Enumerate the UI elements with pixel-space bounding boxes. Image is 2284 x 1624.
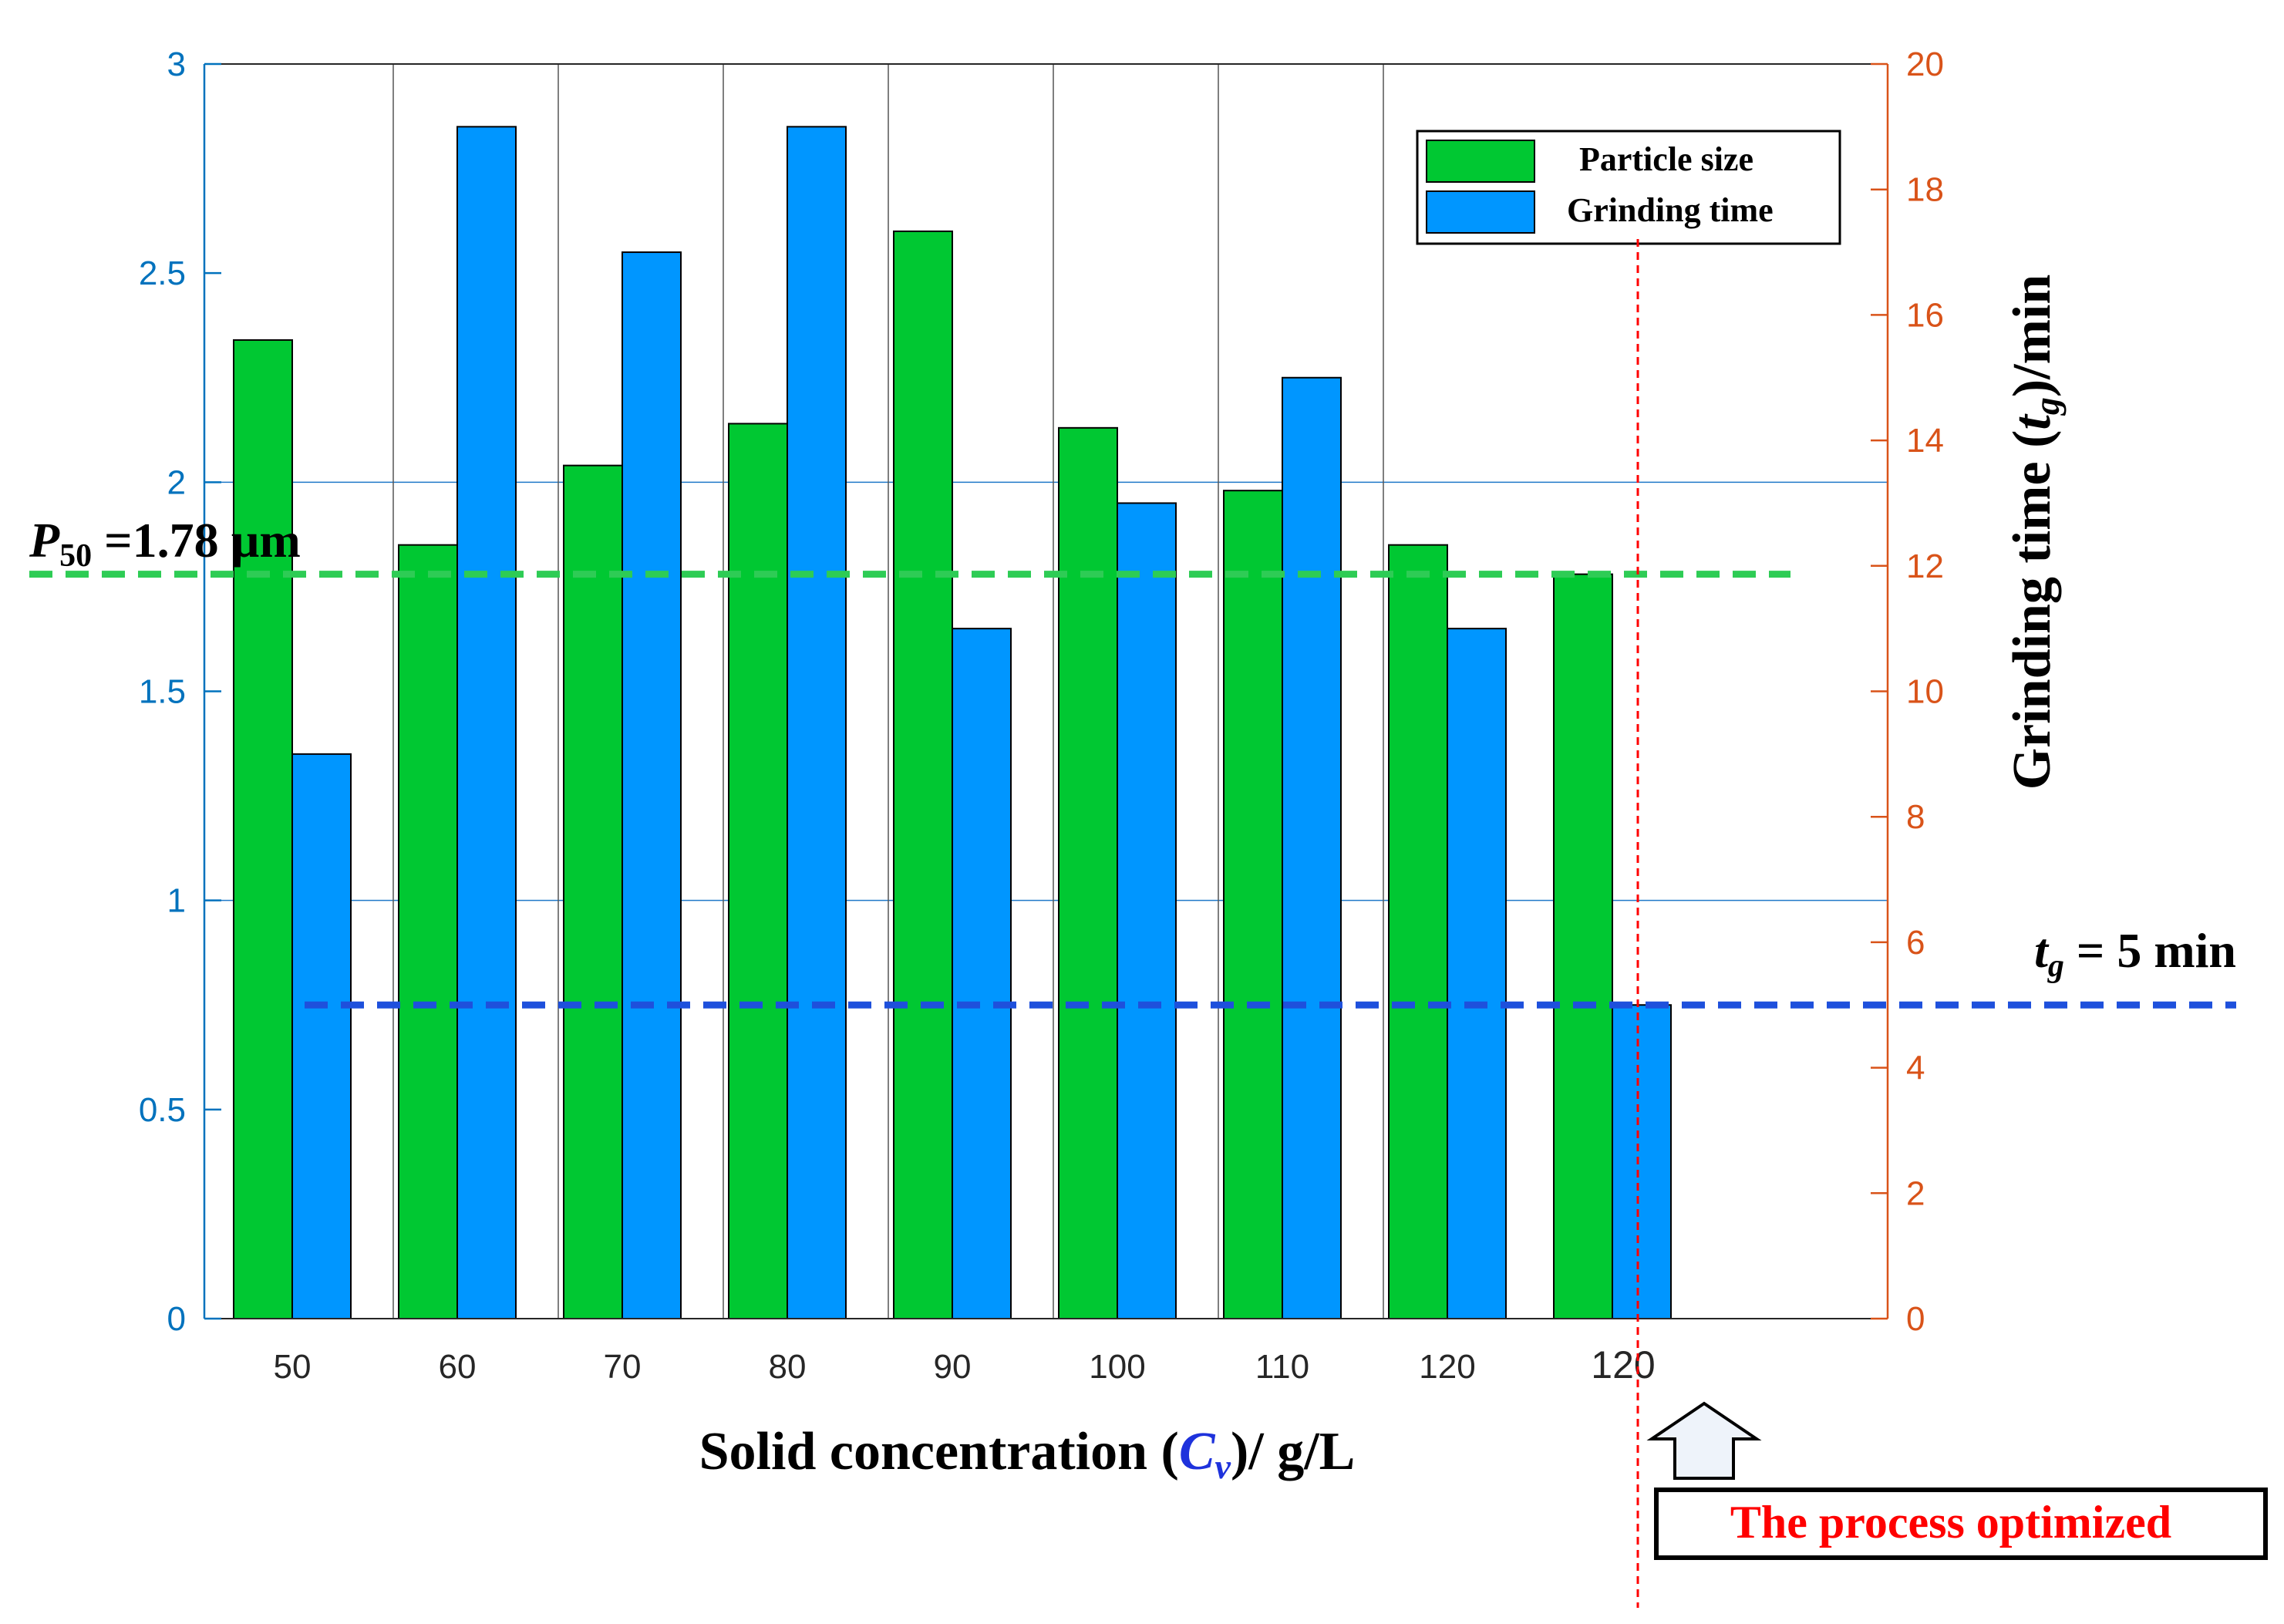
right-y-tick-label: 16	[1906, 296, 1944, 334]
bar-particle-size	[233, 339, 293, 1320]
x-tick-label: 50	[274, 1348, 312, 1386]
bar-particle-size	[1388, 544, 1448, 1319]
bar-grinding-time	[1117, 502, 1177, 1320]
legend-swatch-grinding-time	[1426, 190, 1535, 234]
bars-layer	[233, 126, 1672, 1320]
right-y-tick-label: 10	[1906, 673, 1944, 711]
right-y-tick-label: 6	[1906, 924, 1925, 962]
left-y-tick-label: 2	[167, 463, 186, 501]
right-y-tick-label: 0	[1906, 1300, 1925, 1338]
legend-label-grinding-time: Grinding time	[1567, 191, 1774, 229]
x-tick-label: 90	[934, 1348, 972, 1386]
bar-particle-size	[563, 464, 623, 1319]
annotation-text: The process optimized	[1730, 1497, 2171, 1548]
left-y-tick-label: 3	[167, 45, 186, 83]
tg-reference-label: tg = 5 min	[2034, 923, 2236, 984]
left-y-tick-label: 0	[167, 1300, 186, 1338]
right-y-tick-label: 4	[1906, 1050, 1925, 1087]
bar-particle-size	[398, 544, 458, 1319]
x-tick-label: 120	[1419, 1348, 1475, 1386]
legend: Particle size Grinding time	[1416, 130, 1841, 245]
bar-grinding-time	[952, 628, 1012, 1319]
x-tick-label: 120	[1591, 1343, 1655, 1386]
bar-grinding-time	[1612, 1004, 1672, 1319]
right-y-tick-label: 20	[1906, 45, 1944, 83]
x-tick-label: 60	[439, 1348, 477, 1386]
bar-particle-size	[1553, 573, 1613, 1319]
bar-grinding-time	[787, 126, 847, 1320]
x-tick-label: 110	[1255, 1348, 1309, 1386]
up-arrow-icon	[1646, 1401, 1762, 1480]
reference-lines-layer	[29, 571, 2236, 1009]
bar-grinding-time	[1282, 376, 1342, 1319]
p50-reference-label: P50 =1.78 µm	[29, 513, 301, 574]
axes-layer: 50 60 70 80 90 100 110 120 120 0 0.5 1 1.5 2 2.5 3 0 2 4 6 8…	[139, 45, 1944, 1386]
right-y-tick-label: 8	[1906, 798, 1925, 836]
bar-particle-size	[1223, 490, 1283, 1319]
left-y-tick-label: 1	[167, 882, 186, 920]
left-y-tick-label: 0.5	[139, 1091, 186, 1129]
x-tick-label: 70	[604, 1348, 642, 1386]
right-y-axis-label: Grinding time (tg)/min	[2003, 275, 2067, 790]
right-y-tick-label: 14	[1906, 422, 1944, 460]
left-y-tick-label: 1.5	[139, 673, 186, 711]
bar-particle-size	[1058, 426, 1118, 1320]
bar-grinding-time	[622, 251, 682, 1319]
legend-swatch-particle-size	[1426, 140, 1535, 183]
right-y-tick-label: 12	[1906, 548, 1944, 585]
right-y-tick-label: 2	[1906, 1174, 1925, 1212]
x-tick-label: 80	[769, 1348, 807, 1386]
annotation-box	[1654, 1488, 2268, 1560]
left-y-tick-label: 2.5	[139, 254, 186, 292]
legend-label-particle-size: Particle size	[1579, 140, 1753, 178]
right-y-tick-label: 18	[1906, 171, 1944, 209]
bar-particle-size	[893, 230, 953, 1319]
x-tick-label: 100	[1089, 1348, 1145, 1386]
bar-grinding-time	[456, 126, 517, 1320]
bar-grinding-time	[1447, 628, 1507, 1319]
bar-particle-size	[728, 423, 788, 1320]
x-axis-label: Solid concentration (Cv)/ g/L	[699, 1422, 1356, 1486]
bar-grinding-time	[291, 753, 352, 1319]
